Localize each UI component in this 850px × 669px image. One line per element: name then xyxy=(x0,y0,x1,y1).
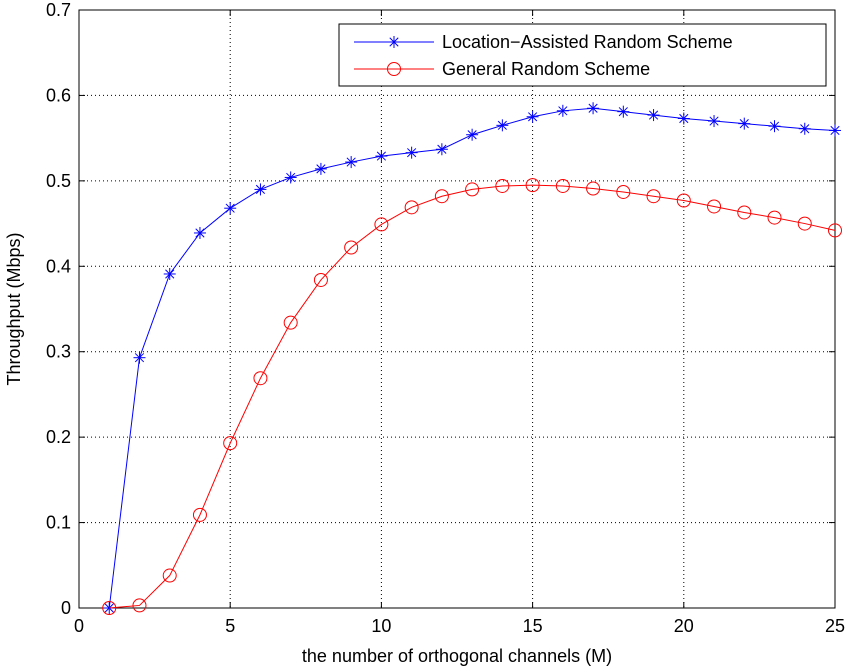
circle-marker xyxy=(525,178,540,193)
asterisk-marker xyxy=(405,146,418,159)
asterisk-marker xyxy=(435,143,448,156)
circle-marker xyxy=(223,436,238,451)
asterisk-marker xyxy=(254,183,267,196)
circle-marker xyxy=(616,184,631,199)
legend-label-general-random: General Random Scheme xyxy=(442,59,650,79)
y-tick-label: 0.6 xyxy=(46,85,71,105)
circle-marker xyxy=(162,568,177,583)
circle-marker xyxy=(253,371,268,386)
x-tick-label: 20 xyxy=(674,616,694,636)
asterisk-marker xyxy=(133,351,146,364)
legend-marker-general-random xyxy=(387,62,401,76)
y-tick-label: 0 xyxy=(61,598,71,618)
asterisk-marker xyxy=(314,162,327,175)
circle-marker xyxy=(767,210,782,225)
y-tick-label: 0.3 xyxy=(46,342,71,362)
y-tick-label: 0.4 xyxy=(46,256,71,276)
x-tick-label: 25 xyxy=(825,616,845,636)
asterisk-marker xyxy=(526,110,539,123)
asterisk-marker xyxy=(375,150,388,163)
plot-area xyxy=(79,10,835,608)
circle-marker xyxy=(192,507,207,522)
circle-marker xyxy=(434,189,449,204)
legend-box xyxy=(338,23,827,87)
series-location-assisted xyxy=(103,102,841,614)
x-tick-label: 15 xyxy=(523,616,543,636)
asterisk-marker xyxy=(677,112,690,125)
circle-marker xyxy=(132,598,147,613)
circle-marker xyxy=(586,181,601,196)
circle-marker xyxy=(387,62,401,76)
circle-marker xyxy=(707,199,722,214)
asterisk-marker xyxy=(345,156,358,169)
asterisk-marker xyxy=(496,119,509,132)
axis-ticks: 0 5 10 15 20 25 0 0.1 0.2 0.3 0.4 0.5 0.6 0.7 xyxy=(46,0,845,636)
circle-marker xyxy=(313,272,328,287)
y-tick-label: 0.1 xyxy=(46,513,71,533)
circle-marker xyxy=(646,189,661,204)
x-tick-label: 0 xyxy=(74,616,84,636)
x-tick-label: 5 xyxy=(225,616,235,636)
circle-marker xyxy=(495,178,510,193)
asterisk-marker xyxy=(617,105,630,118)
asterisk-marker xyxy=(284,171,297,184)
series-group xyxy=(102,102,842,615)
asterisk-marker xyxy=(163,267,176,280)
asterisk-marker xyxy=(193,226,206,239)
circle-marker xyxy=(374,217,389,232)
circle-marker xyxy=(102,601,117,615)
asterisk-marker xyxy=(466,128,479,141)
series-line xyxy=(109,184,836,609)
x-axis-label: the number of orthogonal channels (M) xyxy=(302,646,612,666)
circle-marker xyxy=(283,315,298,330)
asterisk-marker xyxy=(647,109,660,122)
y-tick-label: 0.7 xyxy=(46,0,71,20)
legend-label-location-assisted: Location−Assisted Random Scheme xyxy=(442,32,733,52)
circle-marker xyxy=(676,193,691,208)
asterisk-marker xyxy=(738,117,751,130)
asterisk-marker xyxy=(798,122,811,135)
asterisk-marker xyxy=(829,124,841,137)
legend: Location−Assisted Random Scheme General … xyxy=(338,23,827,87)
asterisk-marker xyxy=(224,202,237,215)
plot-frame xyxy=(78,9,836,609)
x-tick-label: 10 xyxy=(371,616,391,636)
y-axis-label: Throughput (Mbps) xyxy=(4,232,24,385)
circle-marker xyxy=(797,216,812,231)
asterisk-marker xyxy=(708,115,721,128)
circle-marker xyxy=(344,240,359,255)
asterisk-marker xyxy=(388,36,400,48)
circle-marker xyxy=(555,178,570,193)
circle-marker xyxy=(828,223,842,238)
asterisk-marker xyxy=(768,120,781,133)
legend-marker-location-assisted xyxy=(388,36,400,48)
series-general-random xyxy=(102,178,842,615)
circle-marker xyxy=(404,200,419,215)
y-tick-label: 0.5 xyxy=(46,171,71,191)
circle-marker xyxy=(465,182,480,197)
circle-marker xyxy=(737,205,752,220)
y-tick-label: 0.2 xyxy=(46,427,71,447)
asterisk-marker xyxy=(556,104,569,117)
asterisk-marker xyxy=(587,102,600,115)
